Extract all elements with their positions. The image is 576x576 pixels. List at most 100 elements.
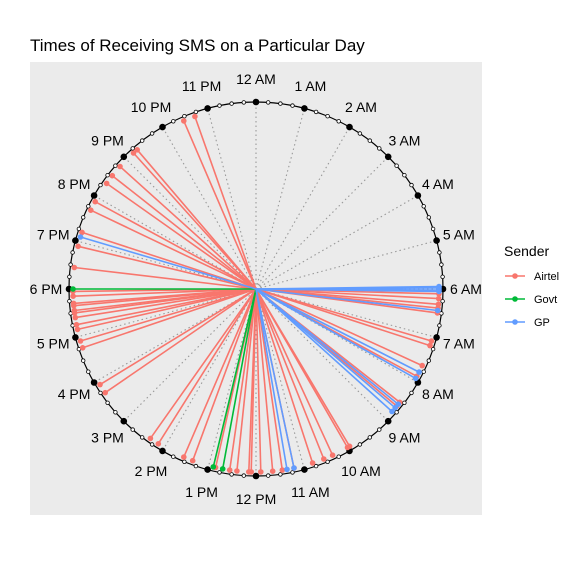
hour-tick (433, 237, 440, 244)
minor-tick (182, 113, 187, 119)
minor-tick (266, 473, 271, 478)
chart-title: Times of Receiving SMS on a Particular D… (30, 36, 365, 55)
minor-tick (278, 472, 283, 477)
hour-tick (72, 334, 79, 341)
hour-tick (252, 472, 260, 480)
minor-tick (421, 369, 426, 374)
minor-tick (367, 435, 372, 440)
minor-tick (367, 138, 372, 143)
sms-point-gp (416, 369, 422, 375)
sms-point-airtel (73, 321, 80, 328)
minor-tick (76, 226, 82, 232)
sms-line-airtel (73, 288, 257, 297)
minor-tick (357, 442, 363, 447)
sms-point-airtel (75, 243, 81, 250)
sms-line-airtel (228, 288, 257, 471)
hour-tick (346, 123, 353, 131)
hour-tick (159, 123, 166, 131)
hour-tick (90, 379, 98, 386)
hour-tick (414, 192, 422, 199)
sms-line-airtel (106, 182, 257, 290)
sms-point-gp (77, 234, 84, 240)
sms-point-airtel (70, 293, 76, 300)
minor-tick (325, 113, 330, 119)
sms-point-airtel (79, 229, 85, 236)
sms-line-airtel (111, 175, 257, 290)
sms-line-airtel (255, 288, 274, 472)
sms-point-airtel (189, 457, 196, 464)
minor-tick (229, 472, 234, 477)
sms-line-airtel (73, 288, 257, 305)
sms-point-gp (412, 375, 419, 382)
sms-point-gp (389, 408, 395, 415)
sms-line-airtel (191, 288, 257, 461)
legend-label: Govt (534, 294, 557, 306)
sms-point-airtel (147, 435, 154, 442)
sms-line-airtel (132, 152, 257, 290)
hour-label: 10 PM (131, 99, 171, 115)
hour-tick (120, 417, 128, 425)
sms-line-airtel (77, 288, 257, 331)
sms-point-airtel (234, 468, 240, 474)
minor-tick (377, 146, 382, 151)
sms-point-gp (284, 466, 290, 473)
sms-point-airtel (279, 467, 286, 473)
minor-tick (241, 473, 246, 478)
hour-label: 8 AM (422, 386, 454, 402)
sms-point-airtel (109, 172, 116, 179)
minor-tick (105, 400, 110, 405)
sms-line-airtel (255, 288, 439, 300)
sms-point-airtel (103, 180, 110, 187)
sms-line-gp (80, 236, 257, 290)
sms-line-govt (221, 288, 257, 470)
minor-tick (182, 459, 187, 464)
sms-line-airtel (255, 288, 262, 472)
minor-tick (113, 163, 118, 168)
hour-tick (204, 105, 211, 112)
sms-line-airtel (255, 288, 314, 464)
sms-point-airtel (97, 381, 103, 388)
sms-line-airtel (255, 288, 334, 456)
sms-line-airtel (74, 288, 257, 312)
minor-tick (193, 109, 199, 115)
sms-point-airtel (258, 469, 264, 475)
hour-label: 5 AM (443, 227, 475, 243)
minor-tick (217, 103, 222, 108)
sms-point-gp (434, 307, 441, 314)
minor-tick (377, 427, 382, 432)
minor-tick (409, 390, 414, 396)
minor-tick (336, 454, 341, 459)
sms-point-airtel (419, 362, 426, 369)
hour-tick (204, 466, 211, 473)
hour-tick (72, 237, 79, 244)
sms-point-airtel (321, 456, 327, 462)
sms-point-airtel (71, 307, 78, 314)
legend-label: Airtel (534, 271, 559, 283)
minor-tick (394, 163, 399, 168)
hour-label: 12 PM (236, 491, 276, 507)
sms-line-gp (255, 288, 393, 413)
sms-line-gp (255, 288, 420, 373)
sms-point-airtel (226, 467, 233, 473)
sms-point-govt (70, 286, 76, 292)
hour-label: 8 PM (58, 176, 91, 192)
sms-point-airtel (102, 389, 108, 396)
minor-tick (426, 358, 431, 363)
minor-tick (86, 204, 91, 209)
hour-tick (90, 192, 98, 199)
minor-tick (430, 226, 436, 232)
sms-line-gp (255, 288, 295, 469)
sms-line-airtel (136, 149, 257, 290)
minor-tick (149, 442, 155, 447)
minor-tick (290, 470, 295, 475)
sms-point-airtel (344, 444, 351, 451)
minor-tick (80, 358, 86, 363)
sms-point-gp (392, 405, 399, 411)
hour-label: 11 AM (291, 484, 330, 500)
sms-line-govt (212, 288, 257, 468)
sms-line-airtel (255, 288, 349, 448)
minor-tick (130, 427, 135, 432)
hour-label: 11 PM (182, 78, 221, 94)
sms-line-airtel (248, 288, 257, 472)
